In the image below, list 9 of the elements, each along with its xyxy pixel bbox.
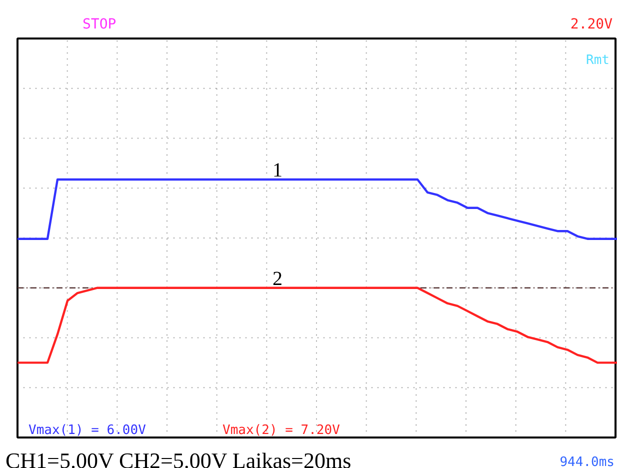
annotation: Vmax(1) = 6.00V xyxy=(28,423,146,438)
text: STOP xyxy=(82,16,116,32)
annotation: Vmax(2) = 7.20V xyxy=(222,423,340,438)
text: 944.0ms xyxy=(560,455,615,468)
text: Rmt xyxy=(586,53,610,68)
series-label: 1 xyxy=(272,160,282,182)
text: CH1=5.00V CH2=5.00V Laikas=20ms xyxy=(6,448,352,468)
text: 2.20V xyxy=(570,16,614,32)
series-label: 2 xyxy=(272,268,282,290)
